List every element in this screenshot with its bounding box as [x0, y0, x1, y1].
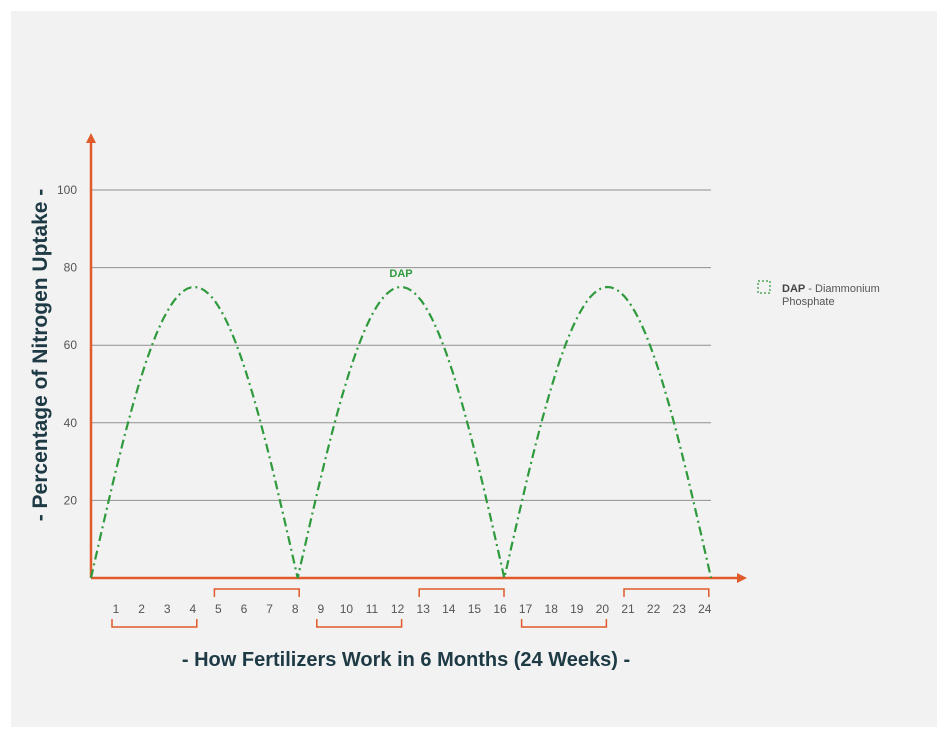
- x-tick-label: 8: [292, 602, 299, 616]
- chart-background: [11, 11, 937, 727]
- x-tick-label: 22: [647, 602, 661, 616]
- curve-annotation: DAP: [389, 268, 412, 280]
- legend-abbr: DAP: [782, 283, 805, 295]
- x-tick-label: 9: [317, 602, 324, 616]
- y-axis-arrow: [86, 133, 96, 143]
- x-tick-label: 19: [570, 602, 584, 616]
- x-tick-label: 13: [417, 602, 431, 616]
- x-axis-arrow: [737, 573, 747, 583]
- x-tick-label: 15: [468, 602, 482, 616]
- x-tick-label: 2: [138, 602, 145, 616]
- x-tick-label: 20: [596, 602, 610, 616]
- y-tick-label: 100: [57, 183, 77, 197]
- legend-label-line2: Phosphate: [782, 296, 835, 308]
- x-tick-label: 17: [519, 602, 533, 616]
- x-tick-label: 23: [673, 602, 687, 616]
- x-tick-label: 3: [164, 602, 171, 616]
- legend-desc: - Diammonium: [805, 283, 880, 295]
- y-tick-label: 80: [64, 261, 78, 275]
- x-tick-label: 11: [366, 602, 379, 616]
- x-tick-label: 10: [340, 602, 354, 616]
- x-tick-label: 16: [493, 602, 507, 616]
- x-tick-label: 7: [266, 602, 273, 616]
- y-tick-label: 40: [64, 416, 78, 430]
- month-bracket: [316, 619, 403, 628]
- x-tick-label: 4: [189, 602, 196, 616]
- month-bracket: [111, 619, 198, 628]
- month-bracket: [623, 588, 710, 597]
- y-tick-label: 20: [64, 493, 78, 507]
- x-tick-label: 18: [545, 602, 559, 616]
- x-tick-label: 6: [241, 602, 248, 616]
- legend-swatch: [757, 280, 771, 294]
- x-tick-label: 1: [113, 602, 120, 616]
- y-tick-label: 60: [64, 338, 78, 352]
- legend-label-line1: DAP - Diammonium: [782, 283, 880, 295]
- x-tick-label: 14: [442, 602, 456, 616]
- series-line-dap: [89, 285, 713, 579]
- x-axis-title: - How Fertilizers Work in 6 Months (24 W…: [182, 649, 630, 671]
- x-tick-label: 24: [698, 602, 712, 616]
- month-bracket: [213, 588, 300, 597]
- x-tick-label: 21: [621, 602, 635, 616]
- month-bracket: [520, 619, 608, 628]
- y-axis-title: - Percentage of Nitrogen Uptake -: [29, 189, 52, 522]
- x-tick-label: 5: [215, 602, 222, 616]
- x-tick-label: 12: [391, 602, 405, 616]
- month-bracket: [418, 588, 505, 597]
